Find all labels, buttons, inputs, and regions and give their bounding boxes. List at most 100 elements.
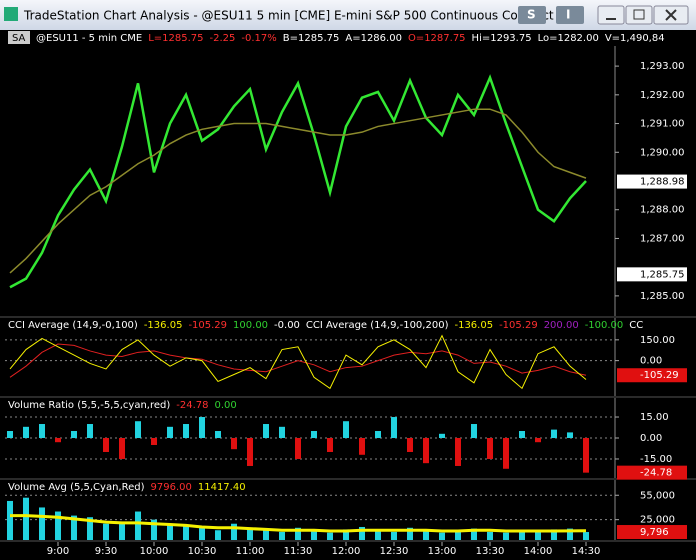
y-tick-label: 15.00 bbox=[640, 412, 669, 423]
bar bbox=[215, 530, 221, 540]
status-item: Lo=1282.00 bbox=[538, 33, 599, 44]
bar bbox=[343, 529, 349, 540]
bar bbox=[471, 424, 477, 438]
i-button-label[interactable]: I bbox=[566, 8, 570, 22]
last-value-badge bbox=[617, 267, 687, 282]
bar bbox=[519, 431, 525, 438]
bar bbox=[135, 421, 141, 438]
bar bbox=[119, 438, 125, 459]
x-tick-label: 12:00 bbox=[332, 546, 361, 557]
bar bbox=[423, 438, 429, 464]
bar bbox=[55, 438, 61, 443]
app-icon bbox=[4, 7, 18, 21]
bar bbox=[103, 523, 109, 540]
y-tick-label: 150.00 bbox=[640, 335, 675, 346]
last-value-label: 1,288.98 bbox=[640, 177, 685, 188]
symbol-badge[interactable] bbox=[8, 31, 30, 44]
bar bbox=[263, 424, 269, 438]
status-item: 11417.40 bbox=[198, 482, 246, 493]
bar bbox=[391, 531, 397, 540]
maximize-button[interactable] bbox=[625, 5, 653, 25]
series-line bbox=[9, 108, 587, 274]
bar bbox=[423, 531, 429, 540]
status-item: 200.00 bbox=[544, 320, 579, 331]
panel-title: Volume Ratio (5,5,-5,5,cyan,red) -24.78 0.… bbox=[8, 400, 237, 411]
status-item: -105.29 bbox=[499, 320, 538, 331]
status-item: -136.05 bbox=[454, 320, 493, 331]
status-item: V=1,490,84 bbox=[605, 33, 665, 44]
status-item: Hi=1293.75 bbox=[472, 33, 532, 44]
minimize-button[interactable] bbox=[597, 5, 625, 25]
status-item: -0.17% bbox=[241, 33, 276, 44]
y-tick-label: 55,000 bbox=[640, 490, 675, 501]
y-tick-label: -15.00 bbox=[640, 454, 672, 465]
bar bbox=[247, 438, 253, 466]
series-line bbox=[9, 74, 587, 289]
bar bbox=[295, 527, 301, 540]
x-tick-label: 11:30 bbox=[284, 546, 313, 557]
status-item: @ESU11 - 5 min CME bbox=[36, 33, 142, 44]
bar bbox=[71, 431, 77, 438]
bar bbox=[535, 531, 541, 540]
status-item: -2.25 bbox=[210, 33, 236, 44]
status-item: -0.00 bbox=[274, 320, 300, 331]
y-tick-label: 1,292.00 bbox=[640, 90, 685, 101]
status-item: CCI Average (14,9,-0,100) bbox=[8, 320, 138, 331]
bar bbox=[567, 528, 573, 540]
last-value-badge bbox=[617, 174, 687, 189]
bar bbox=[439, 433, 445, 438]
last-value-badge bbox=[617, 525, 687, 540]
bar bbox=[583, 438, 589, 473]
x-tick-label: 13:00 bbox=[428, 546, 457, 557]
bar bbox=[359, 438, 365, 455]
panel-title: CCI Average (14,9,-0,100) -136.05 -105.29 1… bbox=[8, 320, 643, 331]
s-button[interactable] bbox=[518, 6, 546, 24]
window-title: TradeStation Chart Analysis - @ESU11 5 m… bbox=[23, 9, 569, 23]
bar bbox=[455, 438, 461, 466]
bar bbox=[487, 438, 493, 459]
symbol-label[interactable]: SA bbox=[12, 33, 26, 44]
status-item: Volume Avg (5,5,Cyan,Red) bbox=[8, 482, 145, 493]
bar bbox=[375, 431, 381, 438]
bar bbox=[391, 417, 397, 438]
y-tick-label: 1,285.00 bbox=[640, 291, 685, 302]
last-value-label: 9,796 bbox=[640, 527, 669, 538]
y-tick-label: 1,287.00 bbox=[640, 233, 685, 244]
bar bbox=[583, 532, 589, 540]
bar bbox=[343, 421, 349, 438]
bar bbox=[71, 515, 77, 540]
i-button[interactable] bbox=[556, 6, 584, 24]
bar bbox=[199, 527, 205, 540]
y-tick-label: 1,293.00 bbox=[640, 61, 685, 72]
series-line bbox=[9, 334, 587, 390]
series-line bbox=[9, 343, 587, 378]
status-item: CCI Average (14,9,-100,200) bbox=[306, 320, 449, 331]
bar bbox=[119, 522, 125, 540]
x-tick-label: 9:00 bbox=[47, 546, 69, 557]
bar bbox=[103, 438, 109, 452]
bar bbox=[263, 530, 269, 540]
bar bbox=[39, 507, 45, 540]
bar bbox=[167, 523, 173, 540]
bar bbox=[551, 429, 557, 438]
bar bbox=[551, 529, 557, 540]
bar bbox=[87, 517, 93, 540]
bar bbox=[23, 426, 29, 438]
bar bbox=[311, 531, 317, 540]
bar bbox=[279, 426, 285, 438]
bar bbox=[231, 438, 237, 450]
status-item: A=1286.00 bbox=[345, 33, 402, 44]
x-tick-label: 14:30 bbox=[572, 546, 601, 557]
bar bbox=[567, 432, 573, 438]
s-button-label[interactable]: S bbox=[527, 8, 536, 22]
bar bbox=[455, 530, 461, 540]
bar bbox=[7, 431, 13, 438]
bar bbox=[375, 530, 381, 540]
y-tick-label: 25,000 bbox=[640, 515, 675, 526]
last-value-label: -24.78 bbox=[640, 468, 672, 479]
bar bbox=[167, 426, 173, 438]
bar bbox=[327, 532, 333, 540]
bar bbox=[7, 500, 13, 540]
bar bbox=[295, 438, 301, 459]
